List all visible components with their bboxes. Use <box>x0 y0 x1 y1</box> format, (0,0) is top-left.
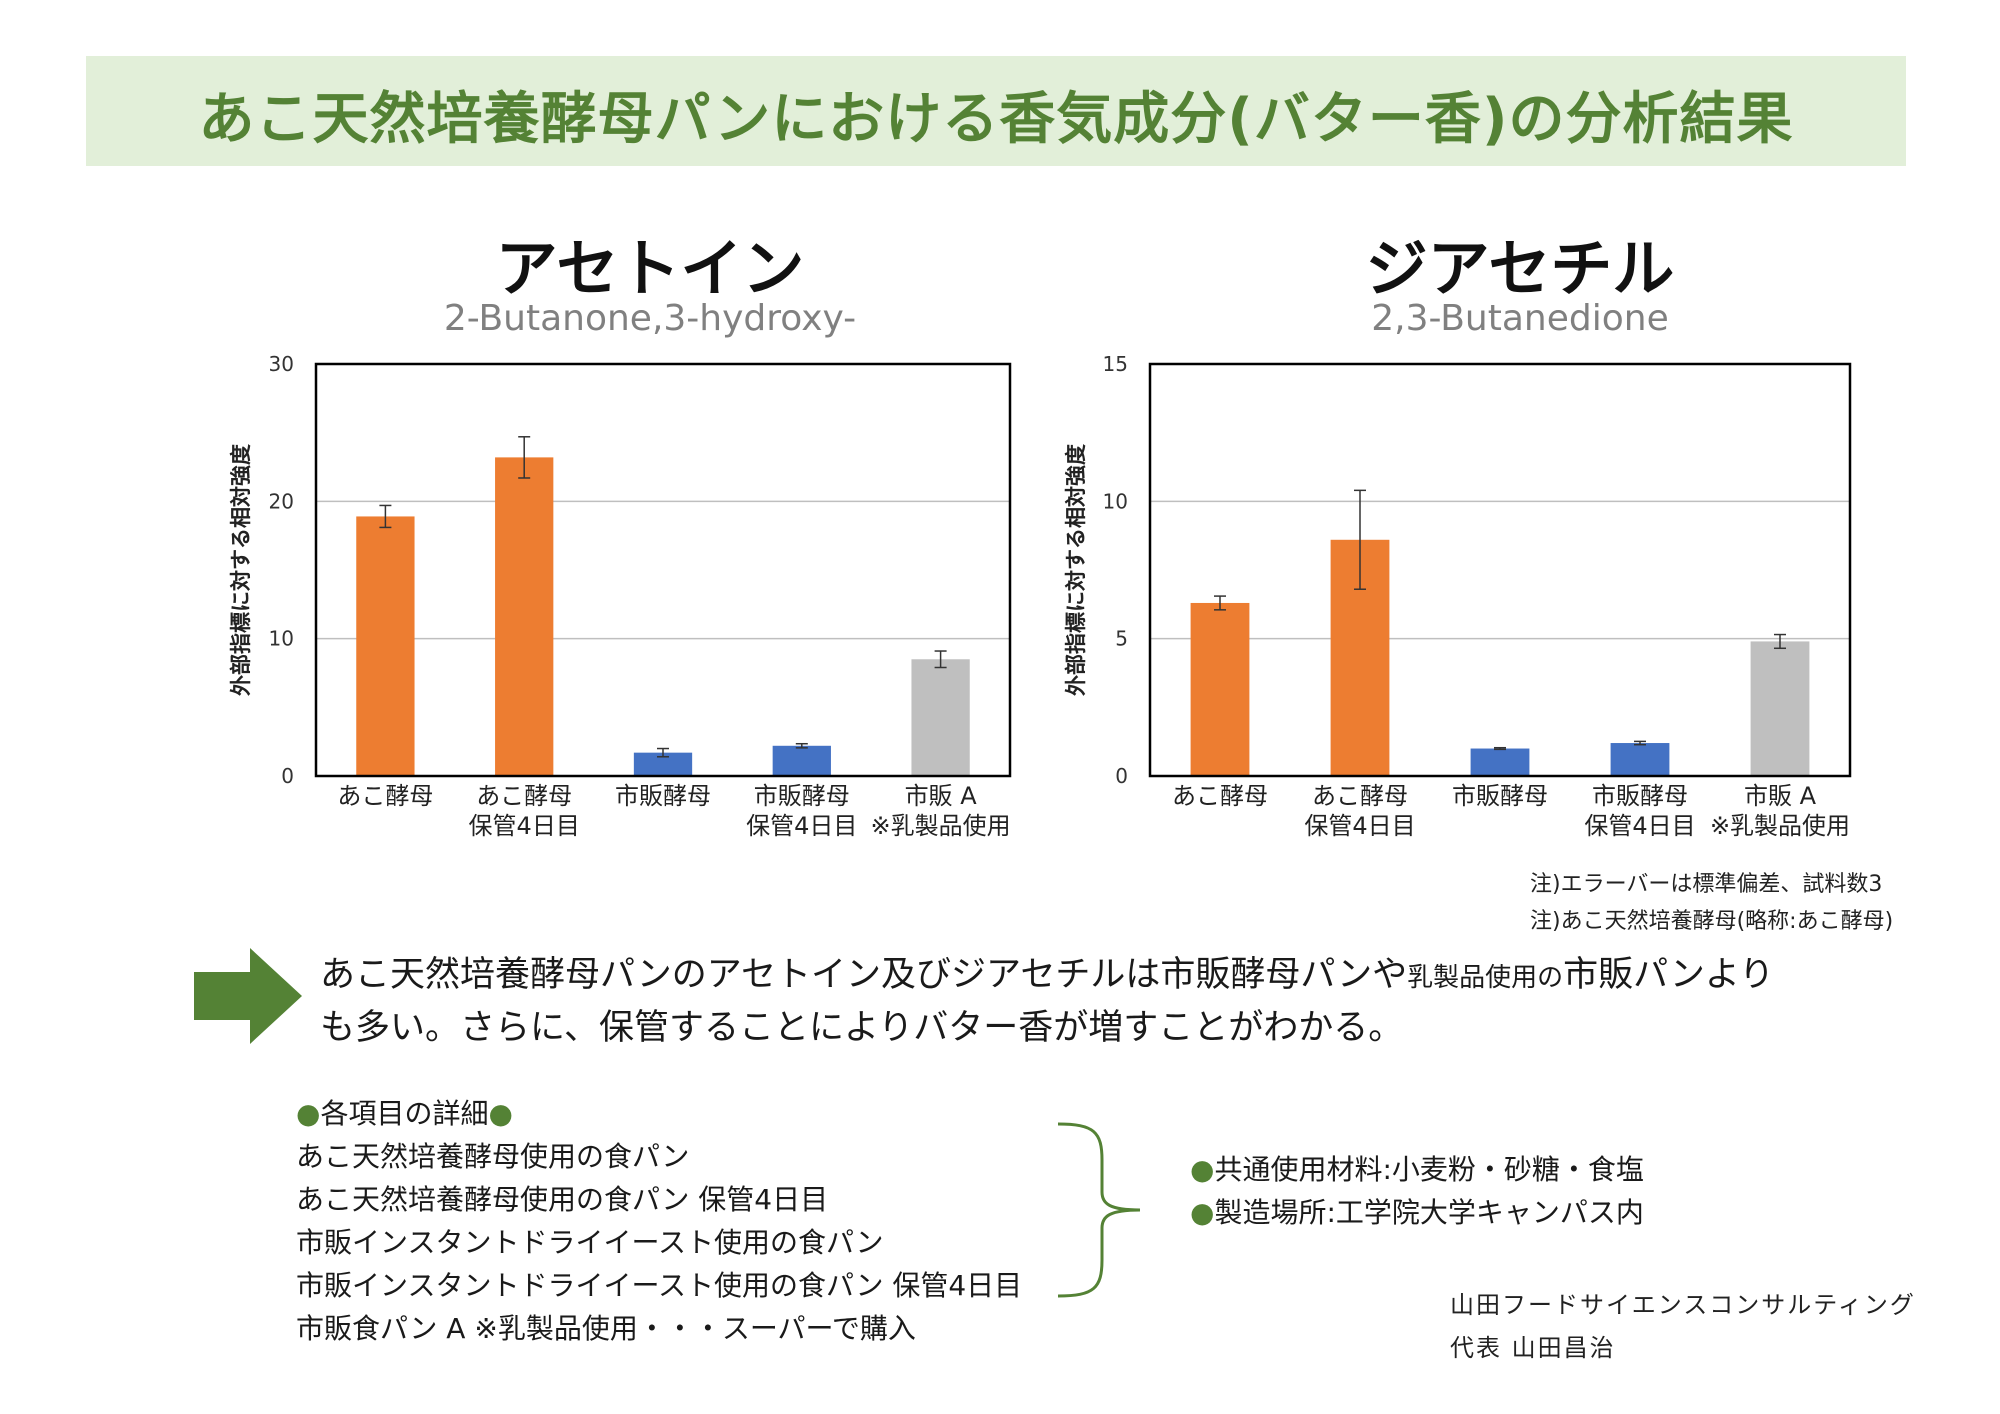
x-category-label: 保管4日目 <box>469 812 580 840</box>
common-location: ●製造場所:工学院大学キャンパス内 <box>1190 1196 1644 1229</box>
x-category-label: あこ酵母 <box>476 782 572 810</box>
x-category-label: 保管4日目 <box>1304 812 1415 840</box>
conclusion-part3: 市販パンより <box>1563 955 1775 995</box>
x-category-label: 市販酵母 <box>615 782 711 810</box>
bar <box>1190 602 1250 776</box>
bullet-dot-icon: ● <box>1190 1153 1215 1186</box>
right-brace-icon <box>1057 1122 1141 1298</box>
bar <box>1610 743 1670 776</box>
notes: 注)エラーバーは標準偏差、試料数3 注)あこ天然培養酵母(略称:あこ酵母) <box>1530 866 1893 940</box>
note-abbreviation: 注)あこ天然培養酵母(略称:あこ酵母) <box>1530 909 1894 934</box>
bullet-dot-icon: ● <box>1190 1196 1215 1229</box>
details-item: あこ天然培養酵母使用の食パン 保管4日目 <box>296 1183 829 1216</box>
footer-representative: 代表 山田昌治 <box>1450 1334 1616 1362</box>
chart-subtitle-acetoin: 2-Butanone,3-hydroxy- <box>443 298 857 339</box>
bullet-dot-icon: ● <box>488 1097 513 1130</box>
x-category-label: 保管4日目 <box>746 812 857 840</box>
conclusion-text: あこ天然培養酵母パンのアセトイン及びジアセチルは市販酵母パンや乳製品使用の市販パ… <box>320 950 1880 1053</box>
details-item: あこ天然培養酵母使用の食パン <box>296 1140 690 1173</box>
y-tick-label: 30 <box>269 352 294 376</box>
footer-credit: 山田フードサイエンスコンサルティング 代表 山田昌治 <box>1450 1284 1916 1370</box>
y-axis-label: 外部指標に対する相対強度 <box>1064 444 1088 696</box>
plot-frame <box>314 362 1012 778</box>
x-category-label: あこ酵母 <box>1172 782 1268 810</box>
bar <box>1470 748 1530 776</box>
y-tick-label: 10 <box>269 627 294 651</box>
x-category-label: 市販酵母 <box>754 782 850 810</box>
bar <box>772 745 831 776</box>
bar <box>633 752 693 776</box>
page-title: あこ天然培養酵母パンにおける香気成分(バター香)の分析結果 <box>198 87 1794 152</box>
y-tick-label: 0 <box>1115 764 1128 788</box>
x-category-label: あこ酵母 <box>1312 782 1408 810</box>
x-category-label: 市販 A <box>905 782 978 810</box>
bullet-dot-icon: ● <box>296 1097 321 1130</box>
x-category-label: ※乳製品使用 <box>871 812 1011 840</box>
note-error-bar: 注)エラーバーは標準偏差、試料数3 <box>1530 872 1883 897</box>
x-category-label: ※乳製品使用 <box>1710 812 1850 840</box>
y-tick-label: 0 <box>281 764 294 788</box>
footer-company: 山田フードサイエンスコンサルティング <box>1450 1291 1916 1319</box>
x-category-label: 市販 A <box>1744 782 1817 810</box>
details-item: 市販インスタントドライイースト使用の食パン <box>296 1226 884 1259</box>
common-materials: ●共通使用材料:小麦粉・砂糖・食塩 <box>1190 1153 1644 1186</box>
x-category-label: 市販酵母 <box>1452 782 1548 810</box>
chart-title-diacetyl: ジアセチル <box>1365 232 1675 305</box>
y-axis-label: 外部指標に対する相対強度 <box>229 444 253 696</box>
conclusion-part1: あこ天然培養酵母パンのアセトイン及びジアセチルは市販酵母パンや <box>320 955 1408 995</box>
y-tick-label: 10 <box>1103 489 1128 513</box>
x-category-label: 市販酵母 <box>1592 782 1688 810</box>
title-banner: あこ天然培養酵母パンにおける香気成分(バター香)の分析結果 <box>86 56 1906 166</box>
x-category-label: 保管4日目 <box>1584 812 1695 840</box>
chart-title-acetoin: アセトイン <box>495 232 805 305</box>
details-heading: ●各項目の詳細● <box>296 1097 513 1130</box>
conclusion-line2: も多い。さらに、保管することによりバター香が増すことがわかる。 <box>320 1008 1404 1048</box>
y-tick-label: 5 <box>1115 627 1128 651</box>
x-category-label: あこ酵母 <box>337 782 433 810</box>
details-item: 市販食パン A ※乳製品使用・・・スーパーで購入 <box>296 1312 916 1345</box>
y-tick-label: 15 <box>1103 352 1128 376</box>
chart-subtitle-diacetyl: 2,3-Butanedione <box>1371 298 1669 339</box>
details-item: 市販インスタントドライイースト使用の食パン 保管4日目 <box>296 1269 1023 1302</box>
conclusion-part2: 乳製品使用の <box>1407 963 1564 993</box>
bar <box>911 659 970 776</box>
bar <box>1750 641 1810 776</box>
plot-frame <box>1148 362 1852 778</box>
arrow-right-icon <box>194 948 302 1044</box>
y-tick-label: 20 <box>269 489 294 513</box>
bar <box>356 516 415 776</box>
details-list: ●各項目の詳細● あこ天然培養酵母使用の食パン あこ天然培養酵母使用の食パン 保… <box>296 1092 1022 1350</box>
common-info: ●共通使用材料:小麦粉・砂糖・食塩 ●製造場所:工学院大学キャンパス内 <box>1190 1148 1644 1234</box>
bar <box>495 457 554 776</box>
